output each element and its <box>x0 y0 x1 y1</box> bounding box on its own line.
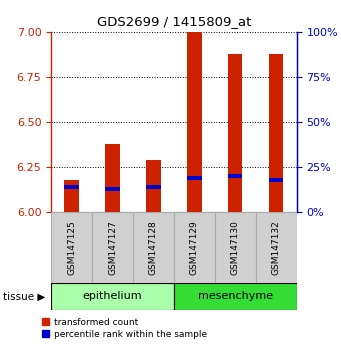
Text: GSM147127: GSM147127 <box>108 221 117 275</box>
Text: mesenchyme: mesenchyme <box>198 291 273 302</box>
Bar <box>269 53 283 212</box>
Bar <box>105 187 120 191</box>
Bar <box>269 178 283 182</box>
Bar <box>51 212 92 283</box>
Bar <box>256 212 297 283</box>
Text: GSM147132: GSM147132 <box>272 221 281 275</box>
Text: epithelium: epithelium <box>83 291 142 302</box>
Text: GSM147129: GSM147129 <box>190 221 199 275</box>
Bar <box>174 283 297 310</box>
Bar <box>105 144 120 212</box>
Text: GSM147125: GSM147125 <box>67 221 76 275</box>
Bar <box>187 32 202 212</box>
Text: GSM147128: GSM147128 <box>149 221 158 275</box>
Bar <box>174 212 215 283</box>
Bar <box>64 185 79 189</box>
Text: GSM147130: GSM147130 <box>231 220 240 275</box>
Bar <box>133 212 174 283</box>
Bar <box>215 212 256 283</box>
Bar <box>228 53 242 212</box>
Bar <box>64 180 79 212</box>
Title: GDS2699 / 1415809_at: GDS2699 / 1415809_at <box>97 15 251 28</box>
Bar <box>51 283 174 310</box>
Bar <box>187 176 202 180</box>
Bar <box>146 185 161 189</box>
Bar <box>228 174 242 178</box>
Bar <box>92 212 133 283</box>
Bar <box>146 160 161 212</box>
Text: tissue ▶: tissue ▶ <box>3 291 46 302</box>
Legend: transformed count, percentile rank within the sample: transformed count, percentile rank withi… <box>39 314 211 342</box>
